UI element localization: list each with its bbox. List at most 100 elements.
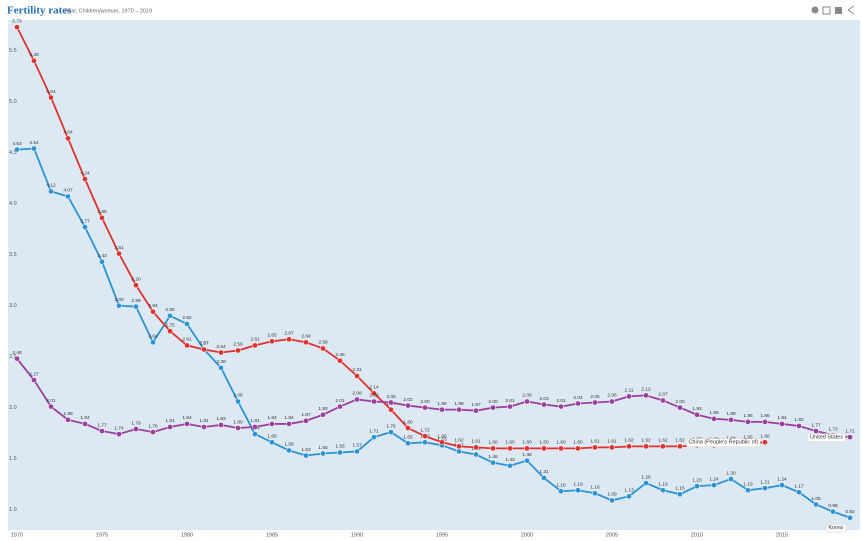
data-point <box>830 508 836 515</box>
data-point <box>507 403 513 410</box>
data-point <box>694 483 700 489</box>
data-label: 1.43 <box>505 457 515 463</box>
data-label: 2.82 <box>182 315 192 321</box>
data-label: 1.84 <box>267 415 277 421</box>
data-label: 1.60 <box>556 440 566 446</box>
data-point <box>847 434 853 441</box>
data-point <box>456 443 462 450</box>
share-icon[interactable] <box>847 5 855 15</box>
data-point <box>269 421 275 427</box>
data-label: 1.76 <box>148 423 158 429</box>
data-label: 1.05 <box>811 496 821 502</box>
data-point <box>320 411 326 418</box>
data-label: 1.60 <box>573 440 583 446</box>
data-label: 1.83 <box>216 416 226 422</box>
data-label: 2.90 <box>165 307 175 313</box>
data-label: 2.07 <box>658 392 668 398</box>
data-point <box>592 444 598 451</box>
data-point <box>541 401 547 408</box>
data-label: 2.64 <box>301 334 311 340</box>
data-point <box>524 457 530 464</box>
data-label: 1.86 <box>760 413 770 419</box>
x-tick-label: 2000 <box>521 532 533 538</box>
data-label: 2.31 <box>352 367 362 373</box>
data-point <box>558 488 564 495</box>
x-tick-label: 1970 <box>11 532 23 538</box>
data-point <box>354 396 360 403</box>
data-label: 2.46 <box>335 352 345 358</box>
data-label: 2.94 <box>148 303 158 309</box>
data-point <box>235 425 241 431</box>
data-label: 2.99 <box>131 298 141 304</box>
data-point <box>524 398 530 405</box>
data-point <box>150 339 156 346</box>
data-label: 1.19 <box>573 481 583 487</box>
data-point <box>337 449 343 456</box>
data-point <box>184 342 190 349</box>
data-point <box>711 482 717 488</box>
data-point <box>575 487 581 494</box>
data-label: 4.12 <box>46 183 56 189</box>
data-point <box>286 447 292 454</box>
data-label: 1.57 <box>352 443 362 449</box>
data-point <box>252 431 258 437</box>
y-tick-label: 3.0 <box>9 303 17 309</box>
data-label: 1.72 <box>420 427 430 433</box>
data-point <box>31 377 37 383</box>
data-label: 1.31 <box>539 469 549 475</box>
data-label: 1.93 <box>692 406 702 412</box>
end-label-box <box>826 524 847 533</box>
expand-icon[interactable] <box>822 6 831 15</box>
toolbar[interactable] <box>811 5 855 15</box>
data-point <box>694 411 700 418</box>
data-point <box>388 429 394 435</box>
data-point <box>286 336 292 343</box>
data-point <box>116 250 122 257</box>
data-label: 2.57 <box>199 341 209 347</box>
data-label: 1.16 <box>590 485 600 491</box>
data-label: 4.54 <box>29 140 39 146</box>
info-icon[interactable] <box>811 6 819 14</box>
data-label: 1.61 <box>471 439 481 445</box>
y-tick-label: 1.5 <box>9 456 17 462</box>
data-label: 1.81 <box>165 418 175 424</box>
data-point <box>762 485 768 492</box>
data-label: 1.81 <box>250 418 260 424</box>
data-label: 1.79 <box>131 420 141 426</box>
data-label: 4.24 <box>80 170 90 176</box>
data-label: 1.53 <box>301 447 311 453</box>
data-point <box>813 501 819 508</box>
data-label: 1.84 <box>182 415 192 421</box>
data-point <box>82 421 88 427</box>
data-label: 1.46 <box>488 454 498 460</box>
data-point <box>82 176 88 182</box>
data-label: 1.80 <box>403 419 413 425</box>
data-point <box>728 476 734 482</box>
data-point <box>269 338 275 345</box>
data-point <box>371 390 377 397</box>
data-label: 2.61 <box>182 337 192 343</box>
data-point <box>252 424 258 430</box>
data-point <box>422 439 428 446</box>
data-point <box>337 357 343 364</box>
data-label: 2.65 <box>267 333 277 339</box>
data-point <box>490 445 496 452</box>
data-label: 1.62 <box>675 438 685 444</box>
data-label: 2.61 <box>250 337 260 343</box>
data-point <box>626 443 632 450</box>
data-point <box>422 404 428 411</box>
data-point <box>405 402 411 409</box>
data-label: 2.00 <box>488 399 498 405</box>
data-label: 5.04 <box>46 89 56 95</box>
data-point <box>320 450 326 457</box>
data-point <box>65 135 71 142</box>
x-tick-label: 1980 <box>181 532 193 538</box>
data-label: 1.80 <box>233 419 243 425</box>
download-icon[interactable] <box>835 7 842 14</box>
data-point <box>48 94 54 101</box>
data-point <box>626 393 632 400</box>
data-label: 1.15 <box>675 486 685 492</box>
data-point <box>575 445 581 452</box>
data-label: 2.02 <box>403 397 413 403</box>
